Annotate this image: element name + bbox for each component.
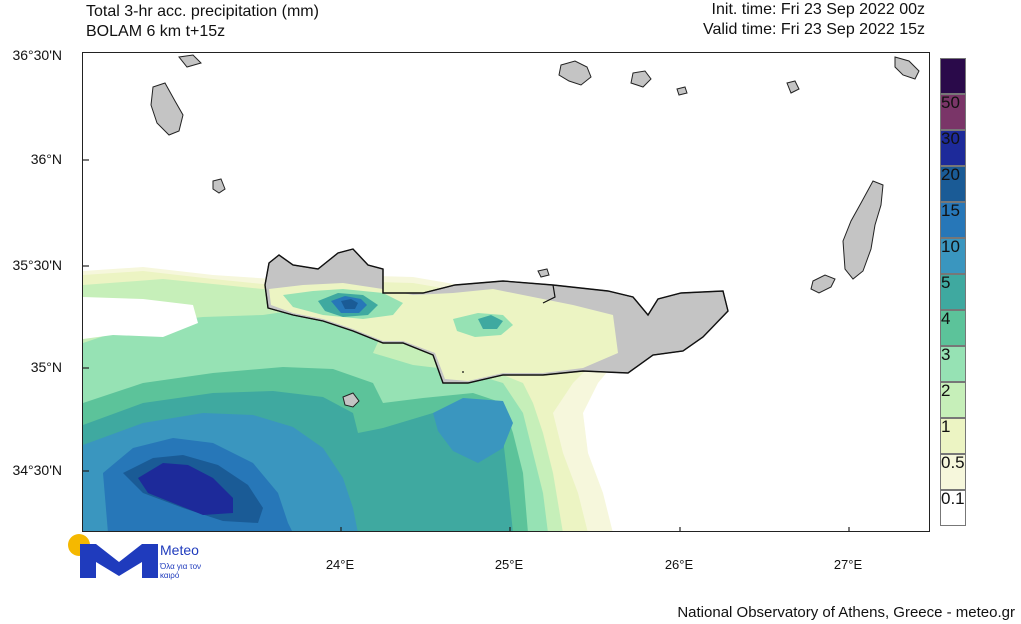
legend-label-10: 10 bbox=[941, 237, 960, 256]
legend-label-0-1: 0.1 bbox=[941, 489, 965, 508]
legend-swatch-5 bbox=[940, 274, 966, 310]
other-islands bbox=[150, 54, 920, 408]
legend-swatch-15 bbox=[940, 202, 966, 238]
legend-label-30: 30 bbox=[941, 129, 960, 148]
crete-precip-20-west bbox=[341, 299, 358, 309]
legend-label-5: 5 bbox=[941, 273, 951, 292]
time-info: Init. time: Fri 23 Sep 2022 00z Valid ti… bbox=[703, 0, 925, 40]
lon-label-26: 26°E bbox=[664, 557, 694, 572]
map-title: Total 3-hr acc. precipitation (mm) BOLAM… bbox=[86, 2, 319, 42]
meteo-logo[interactable]: Meteo Όλα για τον καιρό bbox=[66, 534, 216, 584]
crete-admin-border bbox=[382, 269, 556, 373]
logo-name: Meteo bbox=[160, 542, 199, 558]
precip-sea-light-area bbox=[83, 297, 198, 339]
antikythera-island bbox=[212, 178, 226, 194]
dia-island bbox=[537, 268, 550, 278]
kythira-island bbox=[150, 82, 184, 136]
lon-label-24: 24°E bbox=[325, 557, 355, 572]
map-graticule-ticks bbox=[83, 159, 850, 531]
lon-label-27: 27°E bbox=[833, 557, 863, 572]
valid-time: Valid time: Fri 23 Sep 2022 15z bbox=[702, 21, 925, 38]
title-line-1: Total 3-hr acc. precipitation (mm) bbox=[86, 3, 319, 20]
legend-swatch-2 bbox=[940, 382, 966, 418]
legend-label-0-5: 0.5 bbox=[941, 453, 965, 472]
precip-sea-core-area bbox=[433, 398, 513, 463]
lon-label-25: 25°E bbox=[494, 557, 524, 572]
legend-label-1: 1 bbox=[941, 417, 951, 436]
crete-border bbox=[264, 248, 729, 384]
legend-swatch-50 bbox=[940, 94, 966, 130]
logo-tagline: Όλα για τον καιρό bbox=[160, 562, 202, 580]
gavdos-island bbox=[342, 392, 360, 408]
crete-island bbox=[264, 248, 729, 384]
kasos-island bbox=[810, 274, 836, 294]
title-line-2: BOLAM 6 km t+15z bbox=[86, 23, 226, 40]
lat-label-35: 35°N bbox=[30, 359, 62, 375]
legend-label-50: 50 bbox=[941, 93, 960, 112]
folegandros-island bbox=[178, 54, 202, 68]
lat-label-36-30: 36°30'N bbox=[12, 47, 62, 63]
legend-swatch-10 bbox=[940, 238, 966, 274]
legend-swatch-above-50 bbox=[940, 58, 966, 94]
precip-20-area bbox=[138, 463, 233, 515]
legend-swatch-30 bbox=[940, 130, 966, 166]
precipitation-map[interactable] bbox=[82, 52, 930, 532]
santorini-island bbox=[630, 70, 652, 88]
legend-swatch-0-5 bbox=[940, 454, 966, 490]
legend-swatch-0-1 bbox=[940, 490, 966, 526]
karpathos-island bbox=[842, 180, 884, 280]
credit-footer: National Observatory of Athens, Greece -… bbox=[677, 604, 1015, 621]
legend-label-2: 2 bbox=[941, 381, 951, 400]
milos-island bbox=[558, 60, 592, 86]
lat-label-36: 36°N bbox=[30, 151, 62, 167]
rhodes-tip-island bbox=[894, 56, 920, 80]
precip-field bbox=[83, 267, 623, 531]
anafi-island bbox=[676, 86, 688, 96]
legend-swatch-3 bbox=[940, 346, 966, 382]
legend-label-20: 20 bbox=[941, 165, 960, 184]
legend-swatch-4 bbox=[940, 310, 966, 346]
lat-label-35-30: 35°30'N bbox=[12, 257, 62, 273]
legend-label-3: 3 bbox=[941, 345, 951, 364]
meteo-m-icon bbox=[80, 544, 158, 578]
init-time: Init. time: Fri 23 Sep 2022 00z bbox=[711, 1, 925, 18]
astypalaia-island bbox=[786, 80, 800, 94]
legend-label-4: 4 bbox=[941, 309, 951, 328]
lat-label-34-30: 34°30'N bbox=[12, 462, 62, 478]
map-canvas bbox=[83, 54, 920, 531]
crete-precip-4-central bbox=[478, 315, 503, 329]
legend-label-15: 15 bbox=[941, 201, 960, 220]
legend-swatch-1 bbox=[940, 418, 966, 454]
legend-swatch-20 bbox=[940, 166, 966, 202]
